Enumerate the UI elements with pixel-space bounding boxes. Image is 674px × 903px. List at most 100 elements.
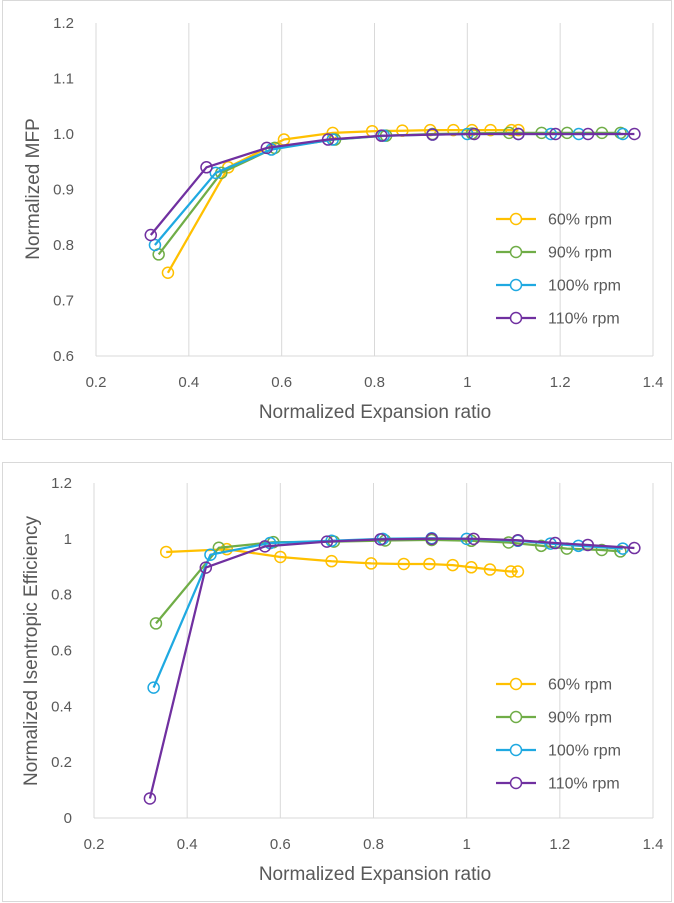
data-point-marker xyxy=(505,123,518,137)
y-tick-label: 0.6 xyxy=(51,643,72,660)
data-point-marker xyxy=(325,554,338,568)
legend-marker xyxy=(509,710,523,724)
legend-entry: 100% rpm xyxy=(496,278,621,295)
data-point-marker xyxy=(548,536,562,550)
legend-label: 60% rpm xyxy=(548,677,612,694)
data-point-marker xyxy=(484,123,497,137)
series-line xyxy=(157,131,621,256)
x-tick-label: 1.4 xyxy=(643,836,664,853)
x-axis-title: Normalized Expansion ratio xyxy=(259,864,491,885)
y-tick-label: 0.7 xyxy=(53,293,74,310)
data-point-marker xyxy=(447,123,460,137)
y-axis-title: Normalized Isentropic Efficiency xyxy=(21,516,42,786)
series-60-rpm xyxy=(161,123,525,279)
x-tick-label: 0.4 xyxy=(177,836,198,853)
data-point-marker xyxy=(502,536,515,549)
legend-marker xyxy=(509,245,523,259)
y-tick-label: 1 xyxy=(64,531,72,548)
data-point-marker xyxy=(159,545,173,559)
x-tick-label: 0.2 xyxy=(84,836,105,853)
legend-label: 110% rpm xyxy=(548,776,620,793)
legend-marker xyxy=(509,677,523,691)
data-point-marker xyxy=(274,550,287,564)
data-point-marker xyxy=(220,542,234,556)
data-point-marker xyxy=(260,141,274,155)
data-point-marker xyxy=(512,123,525,137)
x-tick-label: 1 xyxy=(462,836,470,853)
legend-marker xyxy=(509,776,523,790)
data-point-marker xyxy=(374,533,387,546)
x-tick-label: 1.2 xyxy=(550,374,571,391)
legend-label: 90% rpm xyxy=(548,245,612,262)
data-point-marker xyxy=(511,533,525,547)
x-tick-label: 0.8 xyxy=(363,836,384,853)
series-100-rpm xyxy=(147,532,629,694)
data-point-marker xyxy=(628,541,641,555)
x-tick-label: 0.6 xyxy=(270,836,291,853)
efficiency-chart-panel: 0.2 0.4 0.6 0.8 1 1.2 1.4 0 0.2 0.4 0.6 0.8 1 1.2 Norm… xyxy=(2,462,672,902)
series-60-rpm xyxy=(159,542,525,578)
series-line xyxy=(166,128,519,274)
data-point-marker xyxy=(467,532,480,546)
data-point-marker xyxy=(511,565,525,578)
data-point-marker xyxy=(425,532,438,546)
legend-label: 110% rpm xyxy=(548,311,620,328)
y-tick-label: 1.1 xyxy=(53,71,74,88)
data-point-marker xyxy=(200,161,213,174)
y-axis-title: Normalized MFP xyxy=(23,118,44,259)
mfp-chart: 0.2 0.4 0.6 0.8 1 1.2 1.4 0.6 0.7 0.8 0.9 1.0 1.1 1.2… xyxy=(23,15,664,423)
efficiency-chart: 0.2 0.4 0.6 0.8 1 1.2 1.4 0 0.2 0.4 0.6 0.8 1 1.2 Norm… xyxy=(21,475,664,885)
legend-entry: 90% rpm xyxy=(496,710,612,727)
y-tick-label: 0.8 xyxy=(53,237,74,254)
y-tick-label: 1.2 xyxy=(51,475,72,492)
data-point-marker xyxy=(397,557,411,571)
legend-entry: 90% rpm xyxy=(496,245,612,262)
legend-marker xyxy=(509,278,523,292)
series-90-rpm xyxy=(152,126,627,261)
data-point-marker xyxy=(258,540,272,553)
data-point-marker xyxy=(468,127,481,141)
series-110-rpm xyxy=(143,532,641,805)
data-point-marker xyxy=(199,561,213,574)
data-point-marker xyxy=(161,266,175,279)
x-axis-title: Normalized Expansion ratio xyxy=(259,402,491,423)
y-tick-label: 0 xyxy=(64,810,72,827)
data-point-marker xyxy=(581,127,595,141)
x-tick-label: 0.4 xyxy=(178,374,199,391)
y-tick-label: 0.8 xyxy=(51,587,72,604)
series-100-rpm xyxy=(148,127,630,252)
data-point-marker xyxy=(446,558,459,572)
y-tick-label: 0.2 xyxy=(51,754,72,771)
data-point-marker xyxy=(375,129,388,142)
data-point-marker xyxy=(143,792,157,805)
data-point-marker xyxy=(209,166,223,180)
legend-marker xyxy=(509,212,523,226)
data-point-marker xyxy=(321,133,335,146)
data-point-marker xyxy=(426,128,439,141)
data-point-marker xyxy=(144,228,158,242)
data-point-marker xyxy=(549,127,562,141)
series-110-rpm xyxy=(144,127,641,242)
legend-label: 90% rpm xyxy=(548,710,612,727)
legend-label: 100% rpm xyxy=(548,743,621,760)
y-tick-label: 1.0 xyxy=(53,126,74,143)
series-line xyxy=(148,537,635,799)
x-tick-label: 1 xyxy=(463,374,471,391)
legend-entry: 110% rpm xyxy=(496,776,620,793)
legend-marker xyxy=(509,311,523,325)
data-point-marker xyxy=(320,535,334,548)
legend-label: 100% rpm xyxy=(548,278,621,295)
y-tick-label: 0.4 xyxy=(51,698,72,715)
data-point-marker xyxy=(504,565,518,578)
legend-label: 60% rpm xyxy=(548,212,612,229)
legend-marker xyxy=(509,743,523,757)
legend-entry: 60% rpm xyxy=(496,212,612,229)
x-tick-label: 1.4 xyxy=(643,374,664,391)
legend-entry: 110% rpm xyxy=(496,311,620,328)
x-tick-label: 1.2 xyxy=(549,836,570,853)
data-point-marker xyxy=(465,561,478,574)
data-point-marker xyxy=(204,548,217,561)
data-point-marker xyxy=(614,545,627,558)
data-point-marker xyxy=(364,557,378,570)
x-tick-label: 0.6 xyxy=(271,374,292,391)
